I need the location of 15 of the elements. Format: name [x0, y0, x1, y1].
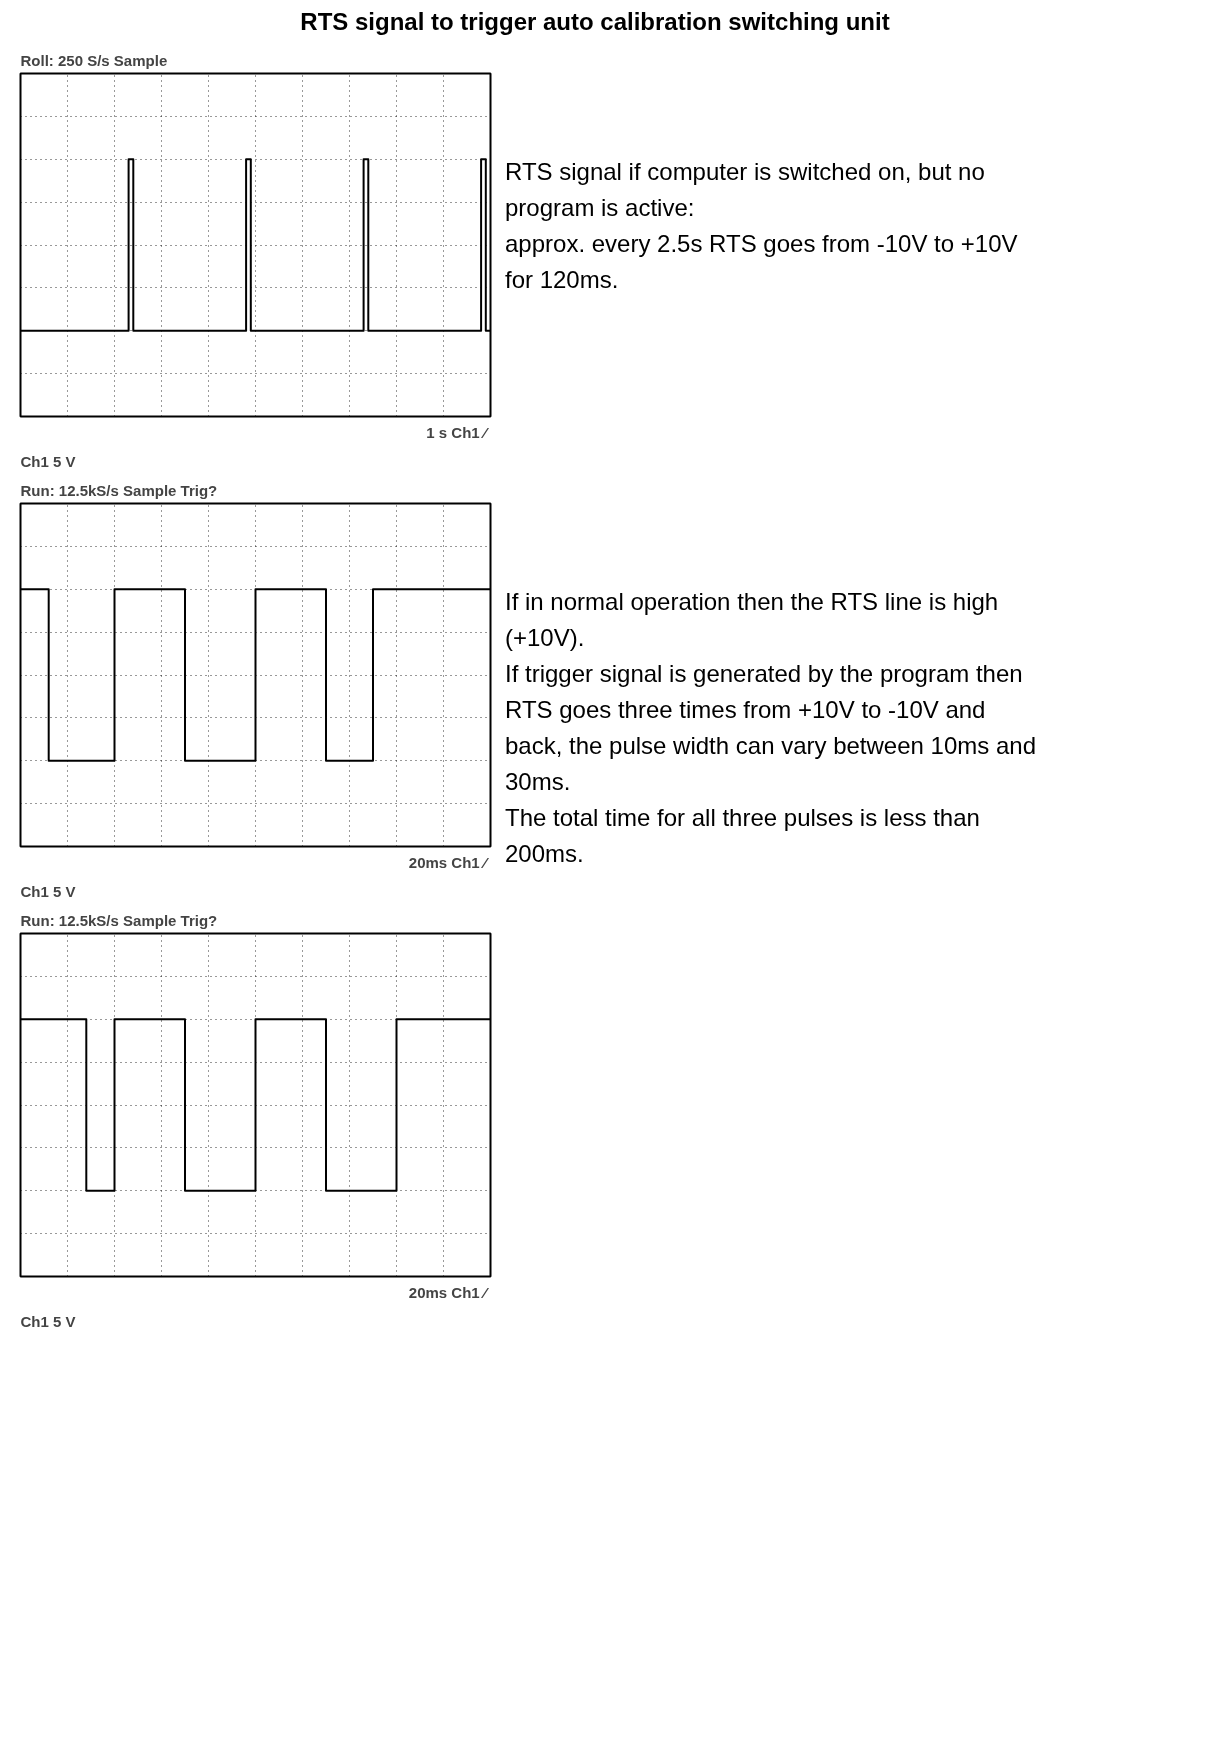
text: The total time for all three pulses is less than 200ms. — [505, 804, 980, 868]
text: approx. every 2.5s RTS goes from -10V to +10V for 120ms. — [505, 230, 1018, 294]
text: 1 s Ch1 ⁄ — [426, 423, 490, 441]
text: RTS signal if computer is switched on, but no program is active: — [505, 158, 985, 222]
text: Ch1 5 V — [20, 882, 76, 900]
text: Ch1 5 V — [20, 452, 76, 470]
text: If in normal operation then the RTS line is high (+10V). — [505, 588, 999, 652]
text: 20ms Ch1 ⁄ — [408, 1283, 490, 1301]
text: RTS signal to trigger auto calibration switching unit — [300, 8, 890, 35]
text: If trigger signal is generated by the program then RTS goes three times from +10V to -10V and back, the pulse width can vary between 10ms and 30ms. — [505, 660, 1036, 796]
text: Run: 12.5kS/s Sample Trig? — [20, 911, 218, 929]
text: 20ms Ch1 ⁄ — [408, 853, 490, 871]
text: Ch1 5 V — [20, 1312, 76, 1330]
text: Roll: 250 S/s Sample — [20, 51, 168, 69]
text: Run: 12.5kS/s Sample Trig? — [20, 481, 218, 499]
